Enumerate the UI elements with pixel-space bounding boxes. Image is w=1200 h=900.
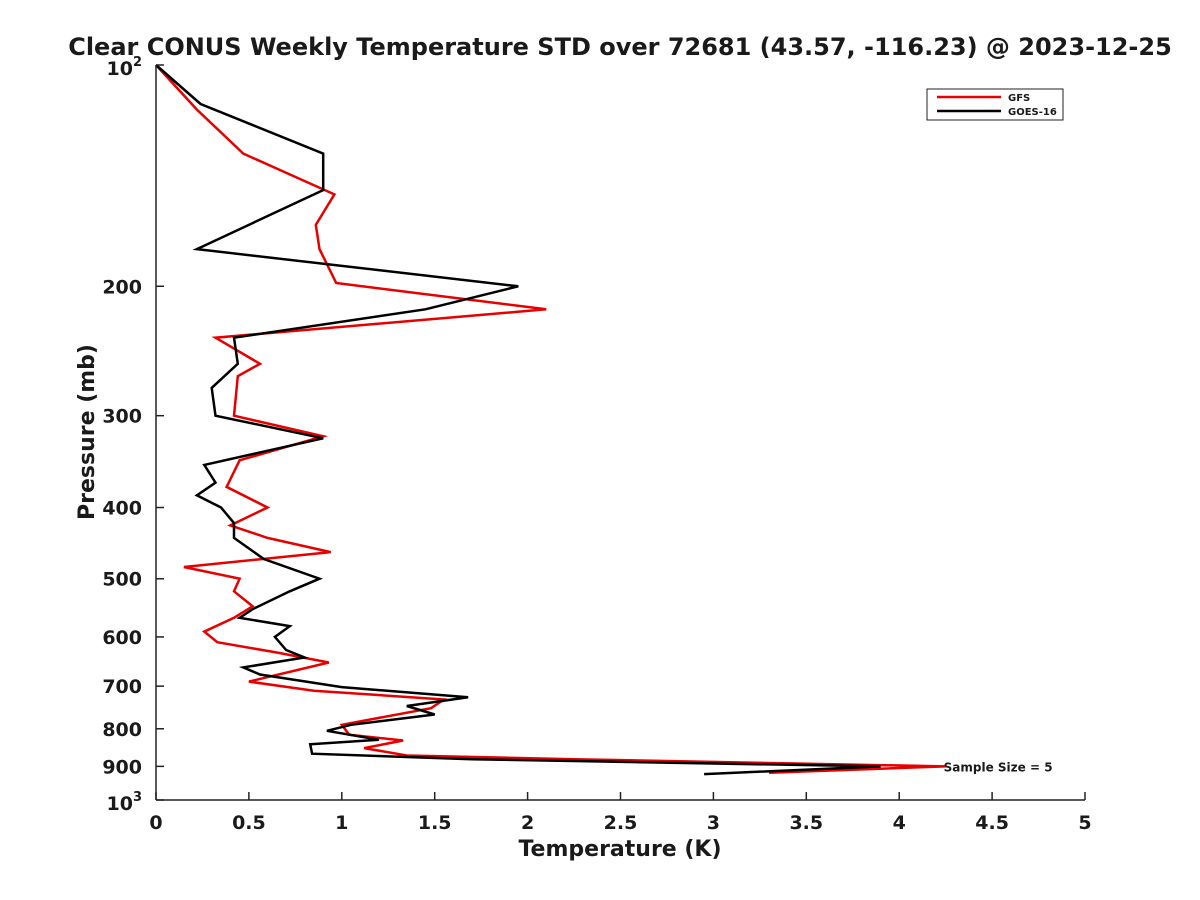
legend-label-1: GOES-16 — [1008, 107, 1057, 118]
y-tick-label: 700 — [102, 676, 142, 698]
y-tick-label: 400 — [102, 498, 142, 520]
chart-title: Clear CONUS Weekly Temperature STD over … — [68, 33, 1172, 61]
x-tick-label: 1 — [335, 812, 348, 834]
y-tick-base: 10 — [107, 58, 133, 80]
x-tick-label: 2.5 — [604, 812, 638, 834]
x-axis-label: Temperature (K) — [518, 837, 721, 862]
x-tick-label: 0.5 — [232, 812, 266, 834]
x-tick-label: 5 — [1078, 812, 1091, 834]
series-layer — [155, 64, 946, 776]
legend: GFS GOES-16 — [926, 88, 1064, 121]
y-tick-label: 900 — [102, 756, 142, 778]
series-line-0 — [155, 64, 946, 774]
y-tick-exponent: 3 — [133, 790, 142, 805]
y-tick-label: 200 — [102, 276, 142, 298]
x-tick-label: 2 — [521, 812, 534, 834]
y-tick-label: 102 — [107, 55, 143, 80]
x-tick-label: 3 — [707, 812, 720, 834]
series-line-1 — [155, 64, 881, 776]
y-tick-label: 300 — [102, 406, 142, 428]
x-tick-label: 3.5 — [789, 812, 823, 834]
x-tick-label: 4.5 — [975, 812, 1009, 834]
legend-label-0: GFS — [1008, 93, 1030, 104]
y-tick-label: 500 — [102, 569, 142, 591]
x-tick-label: 0 — [149, 812, 162, 834]
x-ticks: 0 0.5 1 1.5 2 2.5 3 3.5 4 4.5 5 — [149, 792, 1092, 834]
y-axis-label: Pressure (mb) — [75, 344, 100, 520]
y-tick-exponent: 2 — [133, 55, 142, 70]
y-tick-label: 103 — [107, 790, 143, 815]
legend-box — [926, 88, 1064, 121]
x-tick-label: 1.5 — [418, 812, 452, 834]
y-tick-base: 10 — [107, 793, 133, 815]
y-tick-label: 600 — [102, 627, 142, 649]
sample-size-annotation: Sample Size = 5 — [944, 760, 1053, 774]
x-tick-label: 4 — [893, 812, 906, 834]
y-tick-label: 800 — [102, 719, 142, 741]
